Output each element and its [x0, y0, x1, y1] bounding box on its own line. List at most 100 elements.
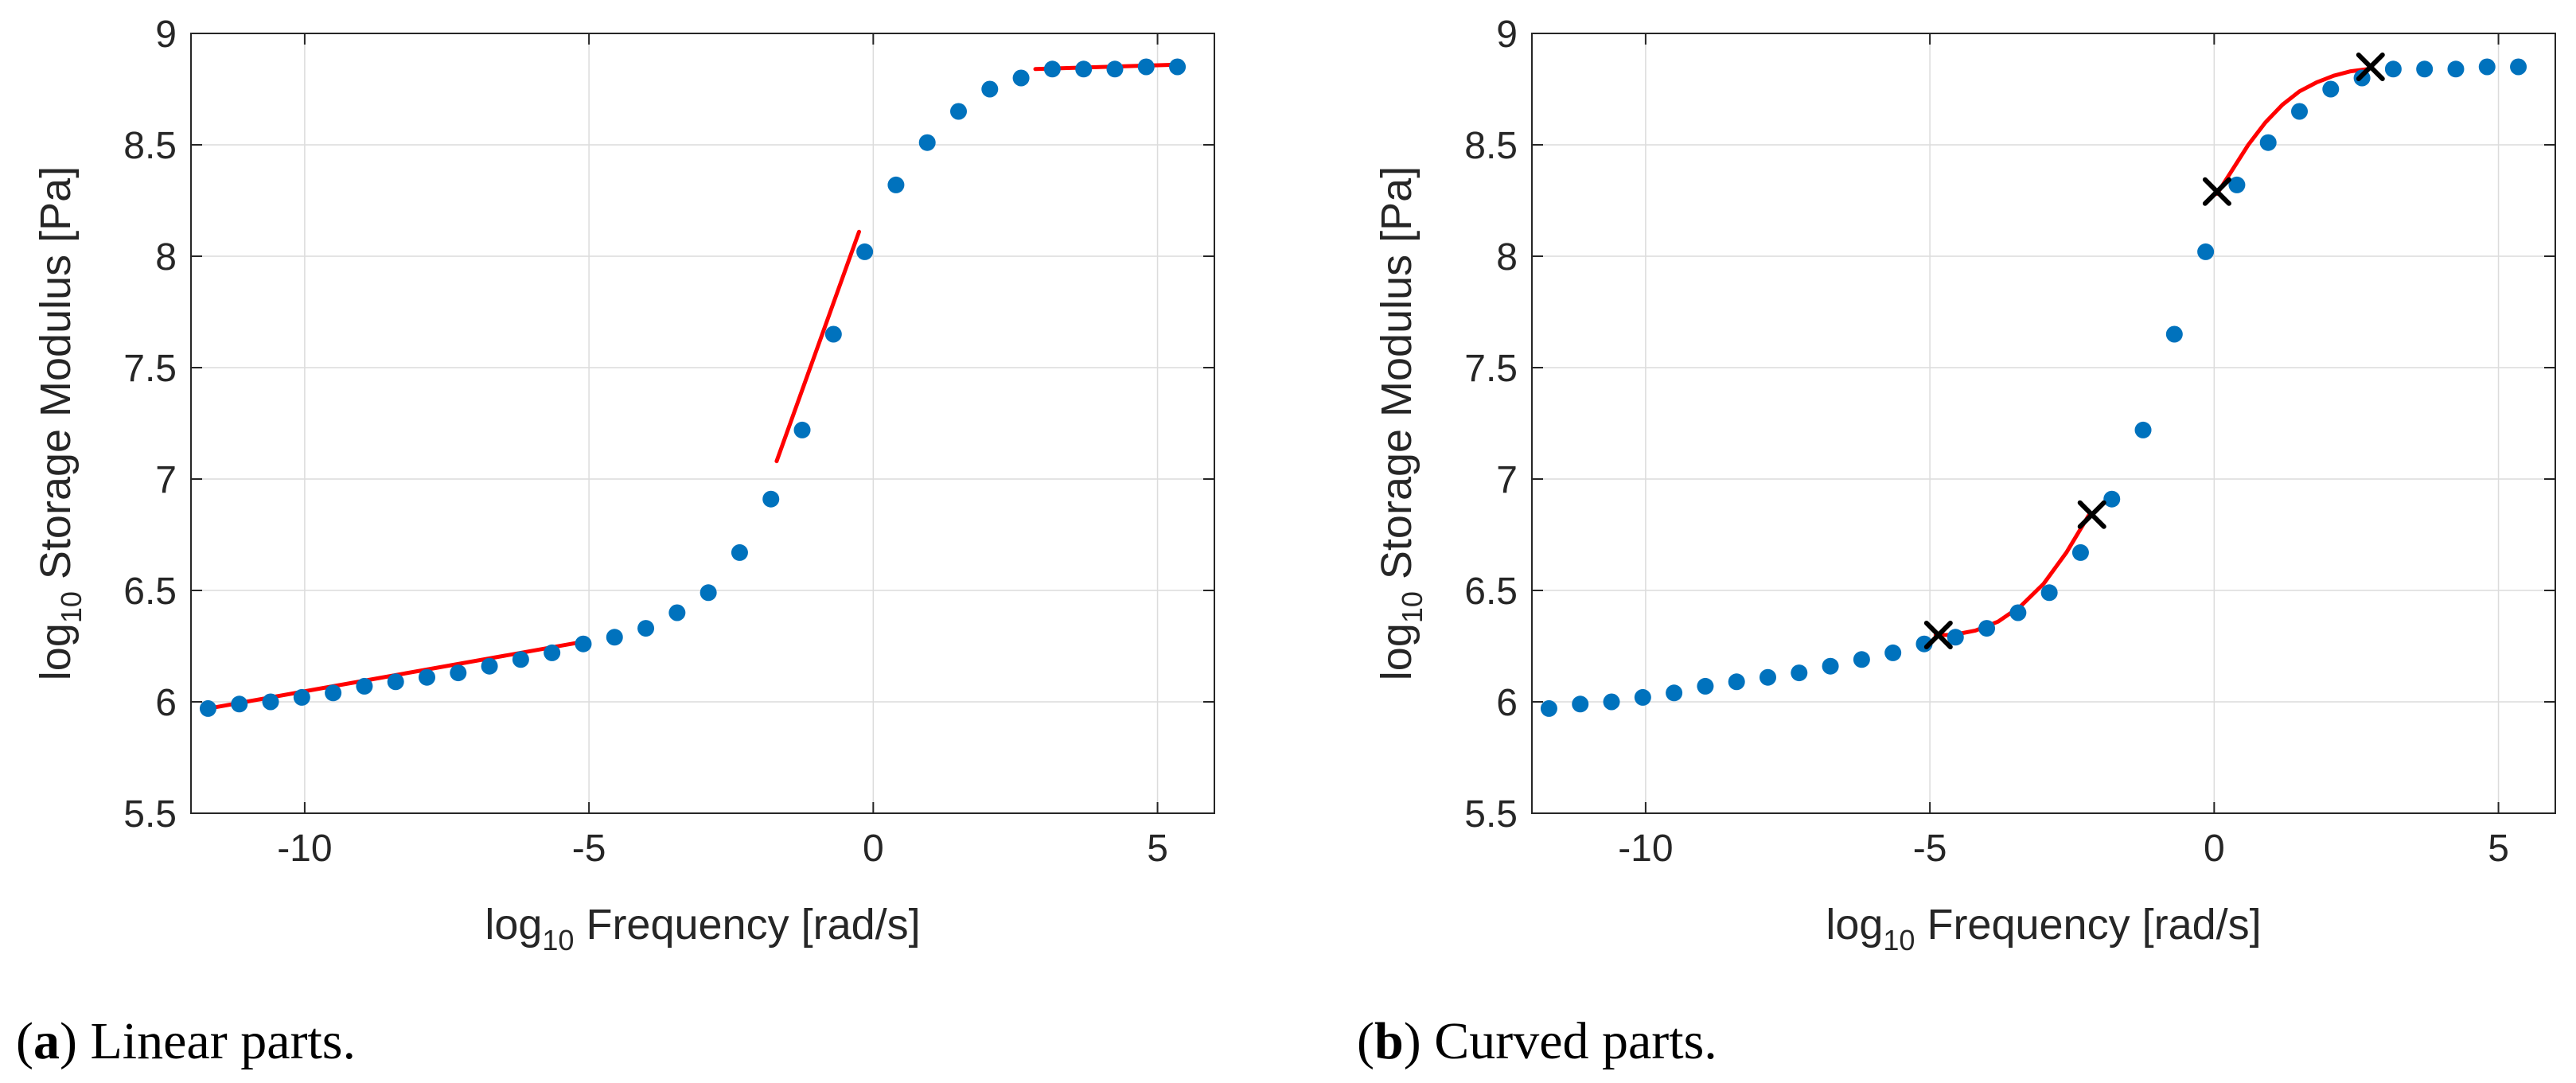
data-point [1572, 695, 1589, 713]
data-point [1947, 629, 1964, 646]
data-points-a [199, 58, 1187, 717]
data-point [2165, 325, 2183, 343]
data-point [668, 604, 686, 621]
x-tick-label: -5 [1913, 828, 1947, 870]
data-point [1728, 673, 1745, 691]
y-tick-label: 6 [155, 682, 177, 724]
x-tick-label: -10 [1618, 828, 1673, 870]
x-marker-stroke [1923, 621, 1953, 649]
data-point [356, 677, 373, 695]
data-point [2103, 490, 2121, 508]
y-tick-label: 8 [155, 236, 177, 279]
grid-a [191, 33, 1214, 813]
data-point [950, 103, 967, 120]
data-point [887, 176, 905, 193]
data-point [1075, 60, 1093, 78]
data-point [2259, 134, 2277, 151]
ticks-b: -10 -5 0 5 5.5 6 6.5 7 7.5 8 8.5 9 [1464, 14, 2555, 870]
data-point [1791, 664, 1808, 682]
data-point [2040, 584, 2058, 602]
y-tick-label: 7.5 [123, 348, 177, 390]
data-point [2009, 604, 2027, 621]
caption-b: (b) Curved parts. [1357, 1012, 1717, 1070]
data-point [731, 543, 748, 561]
data-point [575, 635, 592, 653]
y-axis-label-b: log10 Storage Modulus [Pa] [1373, 166, 1428, 680]
x-markers-b [1923, 53, 2385, 649]
data-point [918, 134, 936, 151]
y-tick-label: 7 [155, 459, 177, 501]
data-point [262, 693, 279, 711]
y-tick-label: 5.5 [1464, 793, 1518, 836]
y-tick-label: 6 [1496, 682, 1518, 724]
data-point [793, 421, 811, 438]
data-point [1540, 699, 1557, 717]
data-point [325, 684, 342, 702]
data-point [1634, 688, 1651, 706]
y-axis-label-a: log10 Storage Modulus [Pa] [32, 166, 88, 680]
x-marker [2077, 500, 2106, 529]
x-axis-label-a: log10 Frequency [rad/s] [485, 901, 920, 956]
x-marker [2202, 177, 2231, 206]
data-point [1012, 69, 1030, 87]
data-point [1666, 684, 1683, 702]
data-point [2134, 421, 2152, 438]
data-points-b [1540, 58, 2527, 717]
ticks-a: -10 -5 0 5 5.5 6 6.5 7 7.5 8 8.5 9 [123, 14, 1214, 870]
data-point [2291, 103, 2308, 120]
x-tick-label: -5 [572, 828, 606, 870]
data-point [481, 657, 498, 675]
x-axis-label-b: log10 Frequency [rad/s] [1826, 901, 2261, 956]
y-tick-label: 8.5 [1464, 125, 1518, 167]
x-tick-label: -10 [277, 828, 332, 870]
x-marker-stroke [2202, 177, 2231, 206]
x-tick-label: 5 [2488, 828, 2509, 870]
plot-area-a [191, 33, 1214, 813]
data-point [1978, 620, 1996, 637]
data-point [2228, 176, 2246, 193]
caption-a: (a) Linear parts. [16, 1012, 356, 1070]
data-point [1137, 58, 1155, 76]
x-marker [2356, 53, 2385, 81]
data-point [981, 80, 999, 98]
panel-a: -10 -5 0 5 5.5 6 6.5 7 7.5 8 8.5 9 log10 Frequency … [16, 14, 1215, 1070]
data-point [1169, 58, 1187, 76]
data-point [1603, 693, 1620, 711]
data-point [1884, 644, 1902, 661]
data-point [2071, 543, 2089, 561]
data-point [544, 644, 561, 661]
data-point [606, 629, 623, 646]
x-marker [1923, 621, 1953, 649]
data-point [2197, 243, 2215, 260]
data-point [824, 325, 842, 343]
fit-line [774, 229, 861, 464]
data-point [231, 695, 248, 713]
data-point [387, 673, 404, 691]
data-point [1106, 60, 1124, 78]
x-tick-label: 5 [1147, 828, 1168, 870]
data-point [1853, 651, 1870, 668]
y-tick-label: 6.5 [1464, 571, 1518, 613]
data-point [2478, 58, 2496, 76]
data-point [2510, 58, 2527, 76]
axes-box-b [1531, 33, 2556, 814]
y-tick-label: 5.5 [123, 793, 177, 836]
data-point [637, 620, 655, 637]
data-point [2447, 60, 2465, 78]
data-point [1759, 668, 1776, 686]
data-point [512, 651, 529, 668]
data-point [450, 664, 467, 682]
data-point [1043, 60, 1061, 78]
x-tick-label: 0 [863, 828, 884, 870]
y-tick-label: 6.5 [123, 571, 177, 613]
panel-b: -10 -5 0 5 5.5 6 6.5 7 7.5 8 8.5 9 log10 Frequency … [1357, 14, 2556, 1070]
data-point [2384, 60, 2402, 78]
data-point [1697, 677, 1714, 695]
data-point [700, 584, 717, 602]
axes-box-a [190, 33, 1215, 814]
fit-line [2215, 67, 2370, 197]
x-marker-stroke [2356, 53, 2385, 81]
data-point [293, 688, 310, 706]
y-tick-label: 8.5 [123, 125, 177, 167]
